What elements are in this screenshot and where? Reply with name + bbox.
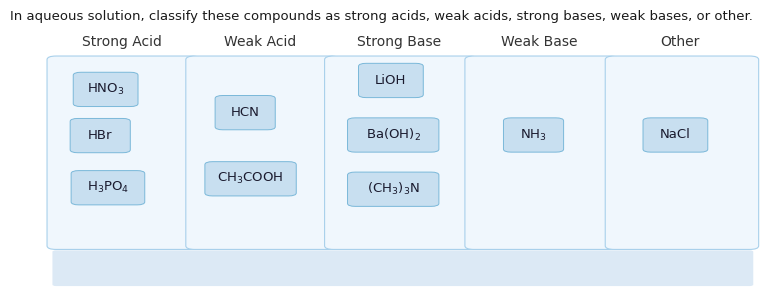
FancyBboxPatch shape (70, 118, 130, 153)
FancyBboxPatch shape (503, 118, 564, 152)
FancyBboxPatch shape (643, 118, 708, 152)
Text: Other: Other (660, 35, 700, 49)
FancyBboxPatch shape (47, 56, 200, 249)
FancyBboxPatch shape (52, 250, 753, 286)
Text: HNO$_3$: HNO$_3$ (87, 82, 124, 97)
Text: H$_3$PO$_4$: H$_3$PO$_4$ (87, 180, 129, 195)
FancyBboxPatch shape (71, 170, 145, 205)
Text: LiOH: LiOH (375, 74, 406, 87)
FancyBboxPatch shape (348, 172, 439, 206)
FancyBboxPatch shape (348, 118, 439, 152)
FancyBboxPatch shape (465, 56, 618, 249)
FancyBboxPatch shape (73, 72, 138, 107)
Text: In aqueous solution, classify these compounds as strong acids, weak acids, stron: In aqueous solution, classify these comp… (10, 10, 753, 23)
Text: HBr: HBr (88, 129, 113, 142)
FancyBboxPatch shape (205, 162, 296, 196)
Text: Ba(OH)$_2$: Ba(OH)$_2$ (365, 127, 421, 143)
Text: NH$_3$: NH$_3$ (520, 128, 547, 142)
Text: NaCl: NaCl (660, 128, 691, 142)
Text: HCN: HCN (231, 106, 260, 119)
FancyBboxPatch shape (605, 56, 759, 249)
FancyBboxPatch shape (215, 96, 275, 130)
FancyBboxPatch shape (325, 56, 478, 249)
Text: Strong Base: Strong Base (357, 35, 442, 49)
Text: Weak Base: Weak Base (501, 35, 578, 49)
Text: Weak Acid: Weak Acid (224, 35, 297, 49)
Text: (CH$_3$)$_3$N: (CH$_3$)$_3$N (367, 181, 419, 197)
FancyBboxPatch shape (359, 63, 423, 98)
Text: CH$_3$COOH: CH$_3$COOH (217, 171, 284, 186)
Text: Strong Acid: Strong Acid (82, 35, 162, 49)
FancyBboxPatch shape (186, 56, 339, 249)
